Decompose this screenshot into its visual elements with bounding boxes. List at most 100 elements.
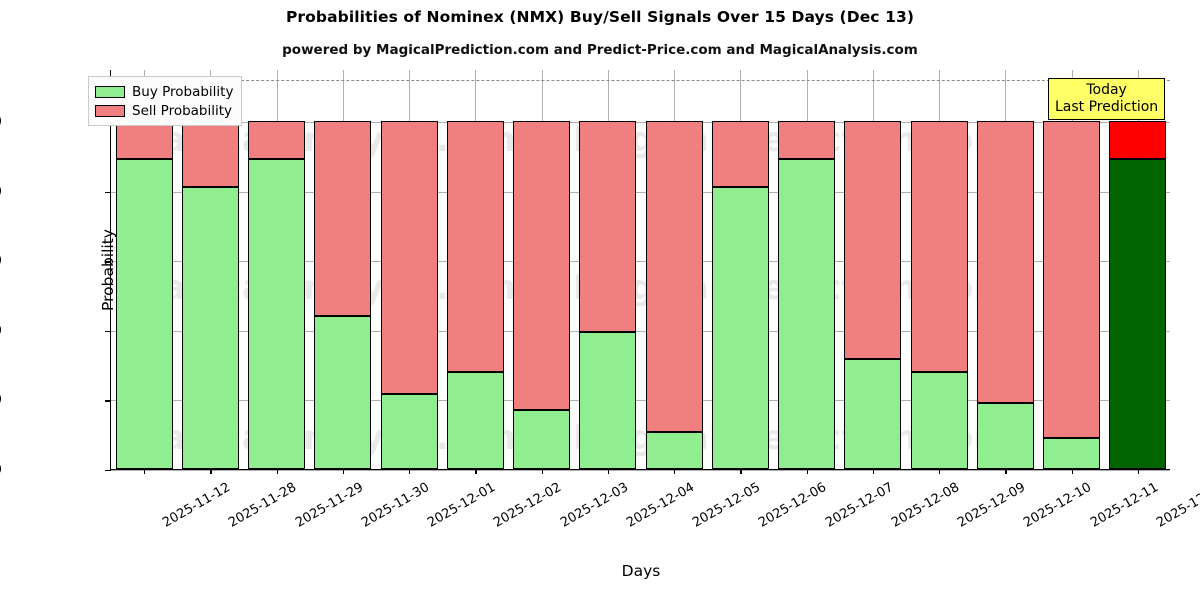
x-axis-tick-label: 2025-12-02 bbox=[491, 480, 565, 531]
y-axis-tick bbox=[105, 191, 111, 194]
bar-segment-buy[interactable] bbox=[976, 402, 1034, 469]
bar-segment-buy[interactable] bbox=[1043, 437, 1101, 469]
bar-segment-sell[interactable] bbox=[844, 121, 902, 360]
bar-segment-sell[interactable] bbox=[446, 121, 504, 372]
bar[interactable] bbox=[778, 121, 836, 469]
gridline-horizontal bbox=[111, 122, 1170, 124]
bar-segment-sell[interactable] bbox=[248, 121, 306, 160]
bar-segment-buy[interactable] bbox=[115, 159, 173, 469]
bar[interactable] bbox=[314, 121, 372, 469]
bar-segment-buy[interactable] bbox=[579, 331, 637, 469]
bar-segment-sell[interactable] bbox=[380, 121, 438, 395]
bar[interactable] bbox=[115, 121, 173, 469]
x-axis-tick-label: 2025-12-01 bbox=[425, 480, 499, 531]
x-axis-tick-label: 2025-12-08 bbox=[888, 480, 962, 531]
bar-segment-sell[interactable] bbox=[513, 121, 571, 410]
plot-area: MagicalAnalysis.comMagicalPrediction.com… bbox=[0, 70, 1200, 580]
bar[interactable] bbox=[976, 121, 1034, 469]
x-axis-tick-label: 2025-11-28 bbox=[226, 480, 300, 531]
bar[interactable] bbox=[248, 121, 306, 469]
x-axis-tick bbox=[939, 469, 941, 474]
y-axis-tick-label: 100 bbox=[0, 114, 2, 130]
gridline-horizontal bbox=[111, 400, 1170, 402]
gridline-horizontal bbox=[111, 191, 1170, 193]
bar[interactable] bbox=[844, 121, 902, 469]
bar-segment-sell[interactable] bbox=[181, 121, 239, 188]
bar[interactable] bbox=[910, 121, 968, 469]
legend-label-sell: Sell Probability bbox=[132, 102, 233, 119]
bar[interactable] bbox=[645, 121, 703, 469]
bar[interactable] bbox=[446, 121, 504, 469]
bar-segment-sell[interactable] bbox=[778, 121, 836, 160]
bar-segment-buy[interactable] bbox=[380, 394, 438, 469]
bar[interactable] bbox=[181, 121, 239, 469]
bar-segment-sell[interactable] bbox=[115, 121, 173, 160]
bar-segment-buy[interactable] bbox=[248, 159, 306, 469]
x-axis-tick bbox=[1137, 469, 1140, 474]
x-axis-tick bbox=[607, 469, 610, 474]
y-axis-tick bbox=[105, 470, 111, 472]
plot-inner: MagicalAnalysis.comMagicalPrediction.com… bbox=[111, 70, 1170, 471]
today-annotation: Today Last Prediction bbox=[1048, 78, 1166, 121]
bar-segment-buy[interactable] bbox=[314, 315, 372, 469]
bar[interactable] bbox=[513, 121, 571, 469]
legend-item-buy: Buy Probability bbox=[95, 82, 233, 101]
bar-segment-buy[interactable] bbox=[181, 187, 239, 469]
x-axis-tick bbox=[674, 469, 676, 474]
bar-segment-buy[interactable] bbox=[778, 159, 836, 469]
x-axis-tick-label: 2025-11-12 bbox=[160, 480, 234, 531]
bar-segment-sell[interactable] bbox=[910, 121, 968, 372]
bar-segment-buy[interactable] bbox=[711, 187, 769, 469]
bar[interactable] bbox=[579, 121, 637, 469]
x-axis-tick bbox=[409, 469, 411, 474]
y-axis-tick-label: 20 bbox=[0, 392, 2, 408]
x-axis-tick-label: 2025-12-07 bbox=[822, 480, 896, 531]
bar-segment-sell[interactable] bbox=[1043, 121, 1101, 438]
threshold-dashed-line bbox=[111, 80, 1170, 82]
y-axis-tick-label: 40 bbox=[0, 323, 2, 339]
x-axis-tick-label: 2025-12-06 bbox=[756, 480, 830, 531]
bar-today[interactable] bbox=[1109, 121, 1167, 469]
bar-segment-sell[interactable] bbox=[976, 121, 1034, 403]
bar-segment-sell[interactable] bbox=[314, 121, 372, 316]
today-annotation-line1: Today bbox=[1086, 82, 1127, 98]
bar[interactable] bbox=[380, 121, 438, 469]
bar-segment-sell[interactable] bbox=[579, 121, 637, 332]
page-subtitle: powered by MagicalPrediction.com and Pre… bbox=[282, 42, 918, 58]
bar-segment-buy[interactable] bbox=[910, 371, 968, 469]
legend-label-buy: Buy Probability bbox=[132, 83, 234, 100]
x-axis-tick-label: 2025-11-29 bbox=[292, 480, 366, 531]
x-axis-tick-label: 2025-12-05 bbox=[690, 480, 764, 531]
bar-segment-buy[interactable] bbox=[1109, 159, 1167, 469]
bar-segment-sell[interactable] bbox=[645, 121, 703, 433]
bar[interactable] bbox=[711, 121, 769, 469]
y-axis-tick-label: 0 bbox=[0, 462, 2, 478]
x-axis-tick bbox=[541, 469, 543, 474]
x-axis-tick bbox=[210, 469, 212, 474]
x-axis-tick bbox=[342, 469, 345, 474]
x-axis-tick-label: 2025-12-12 bbox=[1153, 480, 1200, 531]
bar-segment-sell[interactable] bbox=[711, 121, 769, 188]
x-axis-tick bbox=[475, 469, 477, 474]
x-axis-tick bbox=[740, 469, 742, 474]
x-axis-tick bbox=[1005, 469, 1007, 474]
x-axis-tick-label: 2025-12-09 bbox=[955, 480, 1029, 531]
bar-segment-buy[interactable] bbox=[645, 432, 703, 469]
y-axis-tick-label: 60 bbox=[0, 253, 2, 269]
y-axis-title: Probability bbox=[98, 228, 117, 311]
bar-segment-buy[interactable] bbox=[446, 371, 504, 469]
gridline-horizontal bbox=[111, 470, 1170, 471]
legend-swatch-buy bbox=[95, 85, 125, 98]
y-axis-tick bbox=[105, 330, 111, 333]
bar-segment-sell[interactable] bbox=[1109, 121, 1167, 160]
bar-segment-buy[interactable] bbox=[844, 359, 902, 469]
legend-swatch-sell bbox=[95, 104, 125, 117]
bar[interactable] bbox=[1043, 121, 1101, 469]
x-axis-tick bbox=[276, 469, 278, 474]
x-axis-tick-label: 2025-11-30 bbox=[358, 480, 432, 531]
bar-segment-buy[interactable] bbox=[513, 409, 571, 469]
y-axis-tick bbox=[105, 261, 111, 263]
x-axis-tick-label: 2025-12-10 bbox=[1021, 480, 1095, 531]
gridline-horizontal bbox=[111, 261, 1170, 263]
